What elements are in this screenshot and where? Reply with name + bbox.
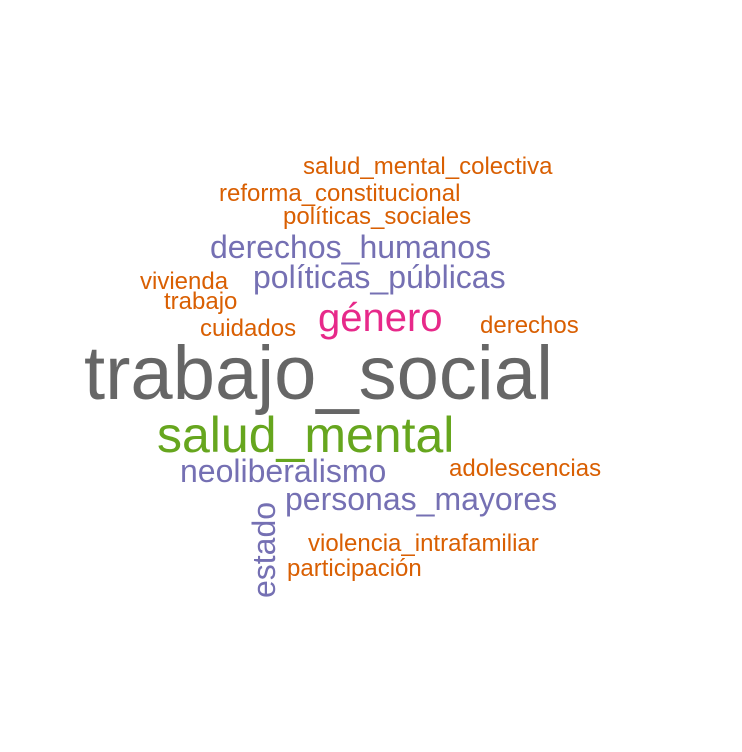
word-trabajo-social: trabajo_social — [84, 331, 553, 416]
word-derechos-humanos: derechos_humanos — [210, 229, 492, 265]
word-personas-mayores: personas_mayores — [285, 481, 558, 517]
word-estado: estado — [246, 501, 282, 598]
word-politicas-sociales: políticas_sociales — [283, 203, 472, 230]
word-politicas-publicas: políticas_públicas — [253, 259, 506, 295]
word-genero: género — [318, 296, 443, 340]
word-reforma-constitucional: reforma_constitucional — [219, 180, 461, 207]
word-neoliberalismo: neoliberalismo — [180, 453, 387, 489]
word-cuidados: cuidados — [200, 315, 297, 342]
word-trabajo: trabajo — [164, 288, 238, 315]
word-vivienda: vivienda — [140, 268, 229, 295]
word-salud-mental-colectiva: salud_mental_colectiva — [303, 153, 553, 180]
word-derechos: derechos — [480, 312, 579, 339]
word-adolescencias: adolescencias — [449, 455, 602, 482]
word-violencia-intrafamiliar: violencia_intrafamiliar — [308, 530, 539, 557]
word-participacion: participación — [287, 555, 422, 582]
word-salud-mental: salud_mental — [157, 407, 455, 463]
